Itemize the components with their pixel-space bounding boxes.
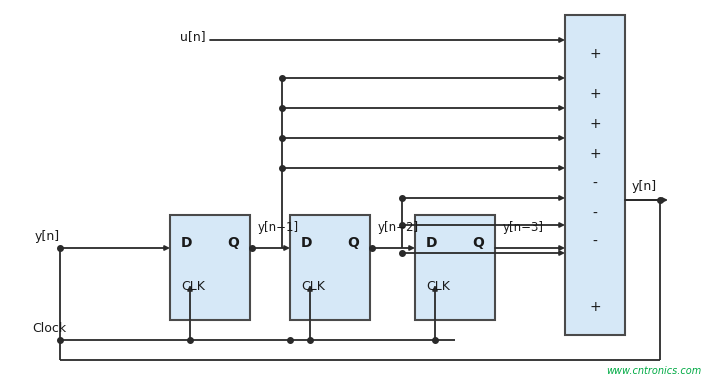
Text: CLK: CLK xyxy=(426,280,450,293)
Text: +: + xyxy=(590,300,601,314)
Text: +: + xyxy=(590,117,601,131)
Text: CLK: CLK xyxy=(301,280,325,293)
Text: www.cntronics.com: www.cntronics.com xyxy=(606,366,701,376)
Bar xyxy=(565,15,625,335)
Text: u[n]: u[n] xyxy=(180,30,205,43)
Text: D: D xyxy=(181,236,193,250)
Text: +: + xyxy=(590,47,601,61)
Text: y[n]: y[n] xyxy=(632,179,657,192)
Bar xyxy=(170,215,250,320)
Text: y[n−2]: y[n−2] xyxy=(378,221,419,234)
Text: y[n]: y[n] xyxy=(35,229,60,242)
Text: +: + xyxy=(590,87,601,101)
Text: Q: Q xyxy=(347,236,359,250)
Bar xyxy=(290,215,370,320)
Text: -: - xyxy=(592,177,597,191)
Text: Q: Q xyxy=(227,236,239,250)
Text: y[n−3]: y[n−3] xyxy=(503,221,544,234)
Text: D: D xyxy=(301,236,313,250)
Text: -: - xyxy=(592,235,597,249)
Text: CLK: CLK xyxy=(181,280,205,293)
Bar xyxy=(415,215,495,320)
Text: -: - xyxy=(592,207,597,221)
Text: y[n−1]: y[n−1] xyxy=(258,221,299,234)
Text: Q: Q xyxy=(472,236,484,250)
Text: D: D xyxy=(426,236,438,250)
Text: +: + xyxy=(590,147,601,161)
Text: Clock: Clock xyxy=(32,322,66,335)
